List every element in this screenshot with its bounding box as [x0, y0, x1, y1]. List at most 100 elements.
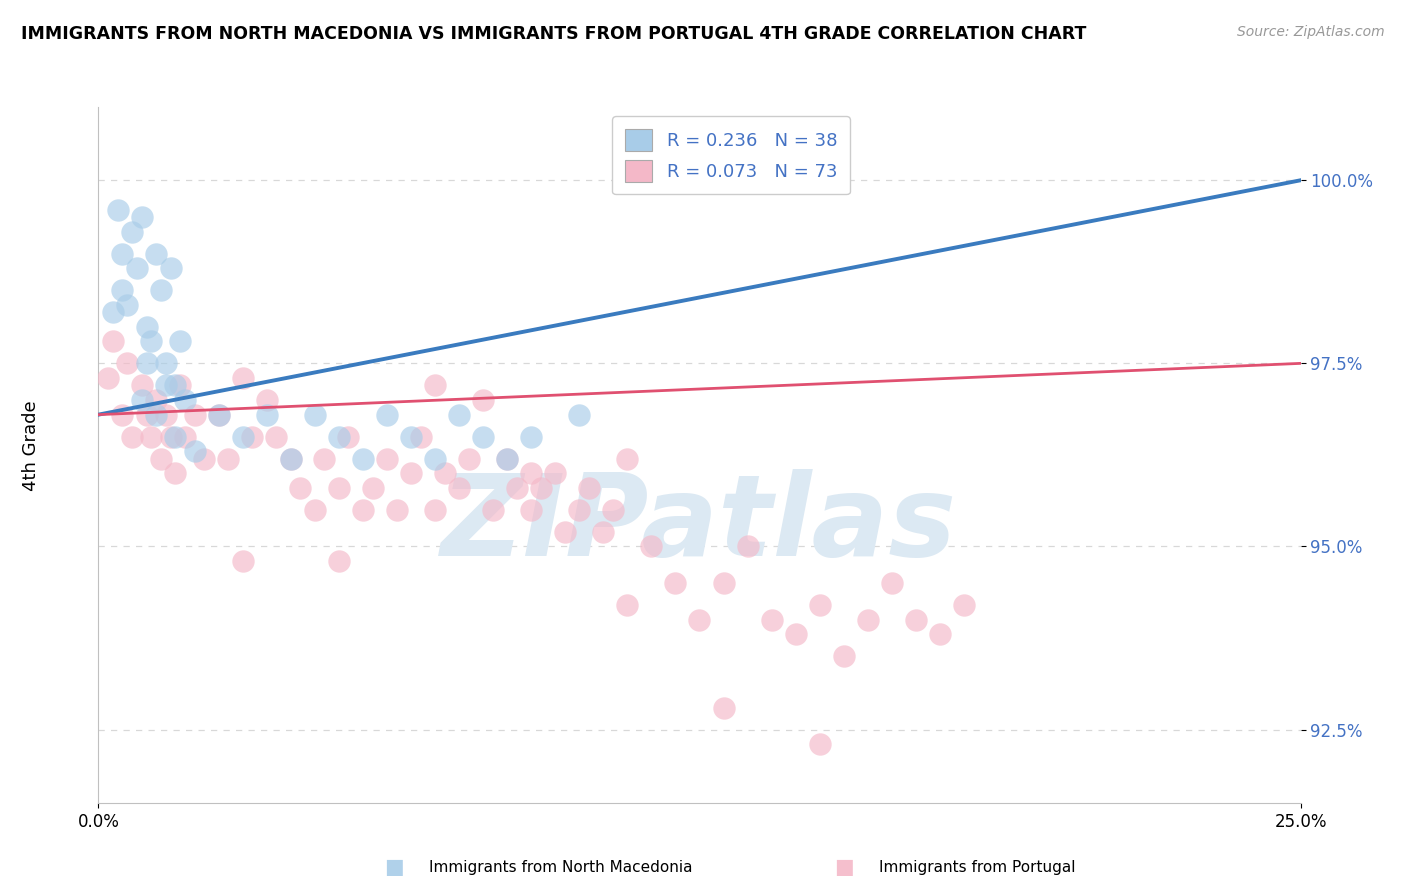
Point [159, 429, 181, 443]
Point [385, 503, 408, 517]
Point [145, 246, 167, 260]
Point [737, 540, 759, 554]
Point [602, 503, 624, 517]
Point [217, 451, 239, 466]
Point [520, 503, 543, 517]
Text: Source: ZipAtlas.com: Source: ZipAtlas.com [1237, 25, 1385, 39]
Text: ■: ■ [834, 857, 853, 877]
Point [232, 429, 254, 443]
Point [688, 613, 710, 627]
Point [169, 334, 191, 349]
Point [155, 378, 177, 392]
Point [169, 378, 191, 392]
Point [121, 429, 143, 443]
Point [121, 225, 143, 239]
Text: ■: ■ [384, 857, 404, 877]
Point [145, 408, 167, 422]
Point [352, 503, 374, 517]
Point [328, 554, 350, 568]
Point [280, 451, 302, 466]
Point [117, 298, 139, 312]
Point [135, 356, 157, 370]
Text: ZIPatlas: ZIPatlas [441, 469, 957, 580]
Point [131, 392, 153, 407]
Point [135, 408, 157, 422]
Point [174, 392, 197, 407]
Point [880, 576, 903, 591]
Point [328, 429, 350, 443]
Point [472, 429, 495, 443]
Point [568, 408, 591, 422]
Point [592, 524, 614, 539]
Point [520, 429, 543, 443]
Point [713, 576, 735, 591]
Text: Immigrants from Portugal: Immigrants from Portugal [879, 860, 1076, 874]
Point [640, 540, 662, 554]
Point [447, 408, 470, 422]
Point [304, 503, 326, 517]
Point [111, 283, 134, 297]
Point [544, 467, 567, 481]
Point [481, 503, 503, 517]
Point [361, 481, 384, 495]
Point [107, 202, 129, 217]
Point [240, 429, 263, 443]
Point [183, 408, 205, 422]
Point [155, 408, 177, 422]
Point [568, 503, 591, 517]
Point [578, 481, 600, 495]
Point [808, 598, 831, 612]
Point [399, 467, 422, 481]
Point [97, 371, 120, 385]
Point [304, 408, 326, 422]
Point [193, 451, 215, 466]
Point [256, 392, 278, 407]
Point [399, 429, 422, 443]
Point [423, 451, 446, 466]
Point [447, 481, 470, 495]
Point [664, 576, 686, 591]
Text: Immigrants from North Macedonia: Immigrants from North Macedonia [429, 860, 692, 874]
Point [832, 649, 855, 664]
Point [208, 408, 231, 422]
Point [713, 700, 735, 714]
Point [856, 613, 879, 627]
Point [183, 444, 205, 458]
Point [928, 627, 950, 641]
Point [165, 467, 187, 481]
Point [554, 524, 576, 539]
Point [149, 283, 172, 297]
Point [280, 451, 302, 466]
Point [423, 378, 446, 392]
Point [141, 334, 163, 349]
Point [520, 467, 543, 481]
Point [101, 334, 124, 349]
Point [266, 429, 288, 443]
Point [165, 429, 187, 443]
Point [131, 378, 153, 392]
Point [953, 598, 976, 612]
Point [616, 451, 638, 466]
Point [159, 261, 181, 276]
Point [423, 503, 446, 517]
Point [256, 408, 278, 422]
Point [101, 305, 124, 319]
Point [232, 371, 254, 385]
Point [616, 598, 638, 612]
Point [530, 481, 553, 495]
Point [761, 613, 783, 627]
Point [149, 451, 172, 466]
Point [117, 356, 139, 370]
Point [457, 451, 479, 466]
Point [352, 451, 374, 466]
Point [165, 378, 187, 392]
Point [328, 481, 350, 495]
Point [496, 451, 519, 466]
Point [141, 429, 163, 443]
Point [506, 481, 529, 495]
Point [131, 210, 153, 224]
Point [155, 356, 177, 370]
Point [125, 261, 148, 276]
Point [808, 737, 831, 751]
Point [375, 451, 398, 466]
